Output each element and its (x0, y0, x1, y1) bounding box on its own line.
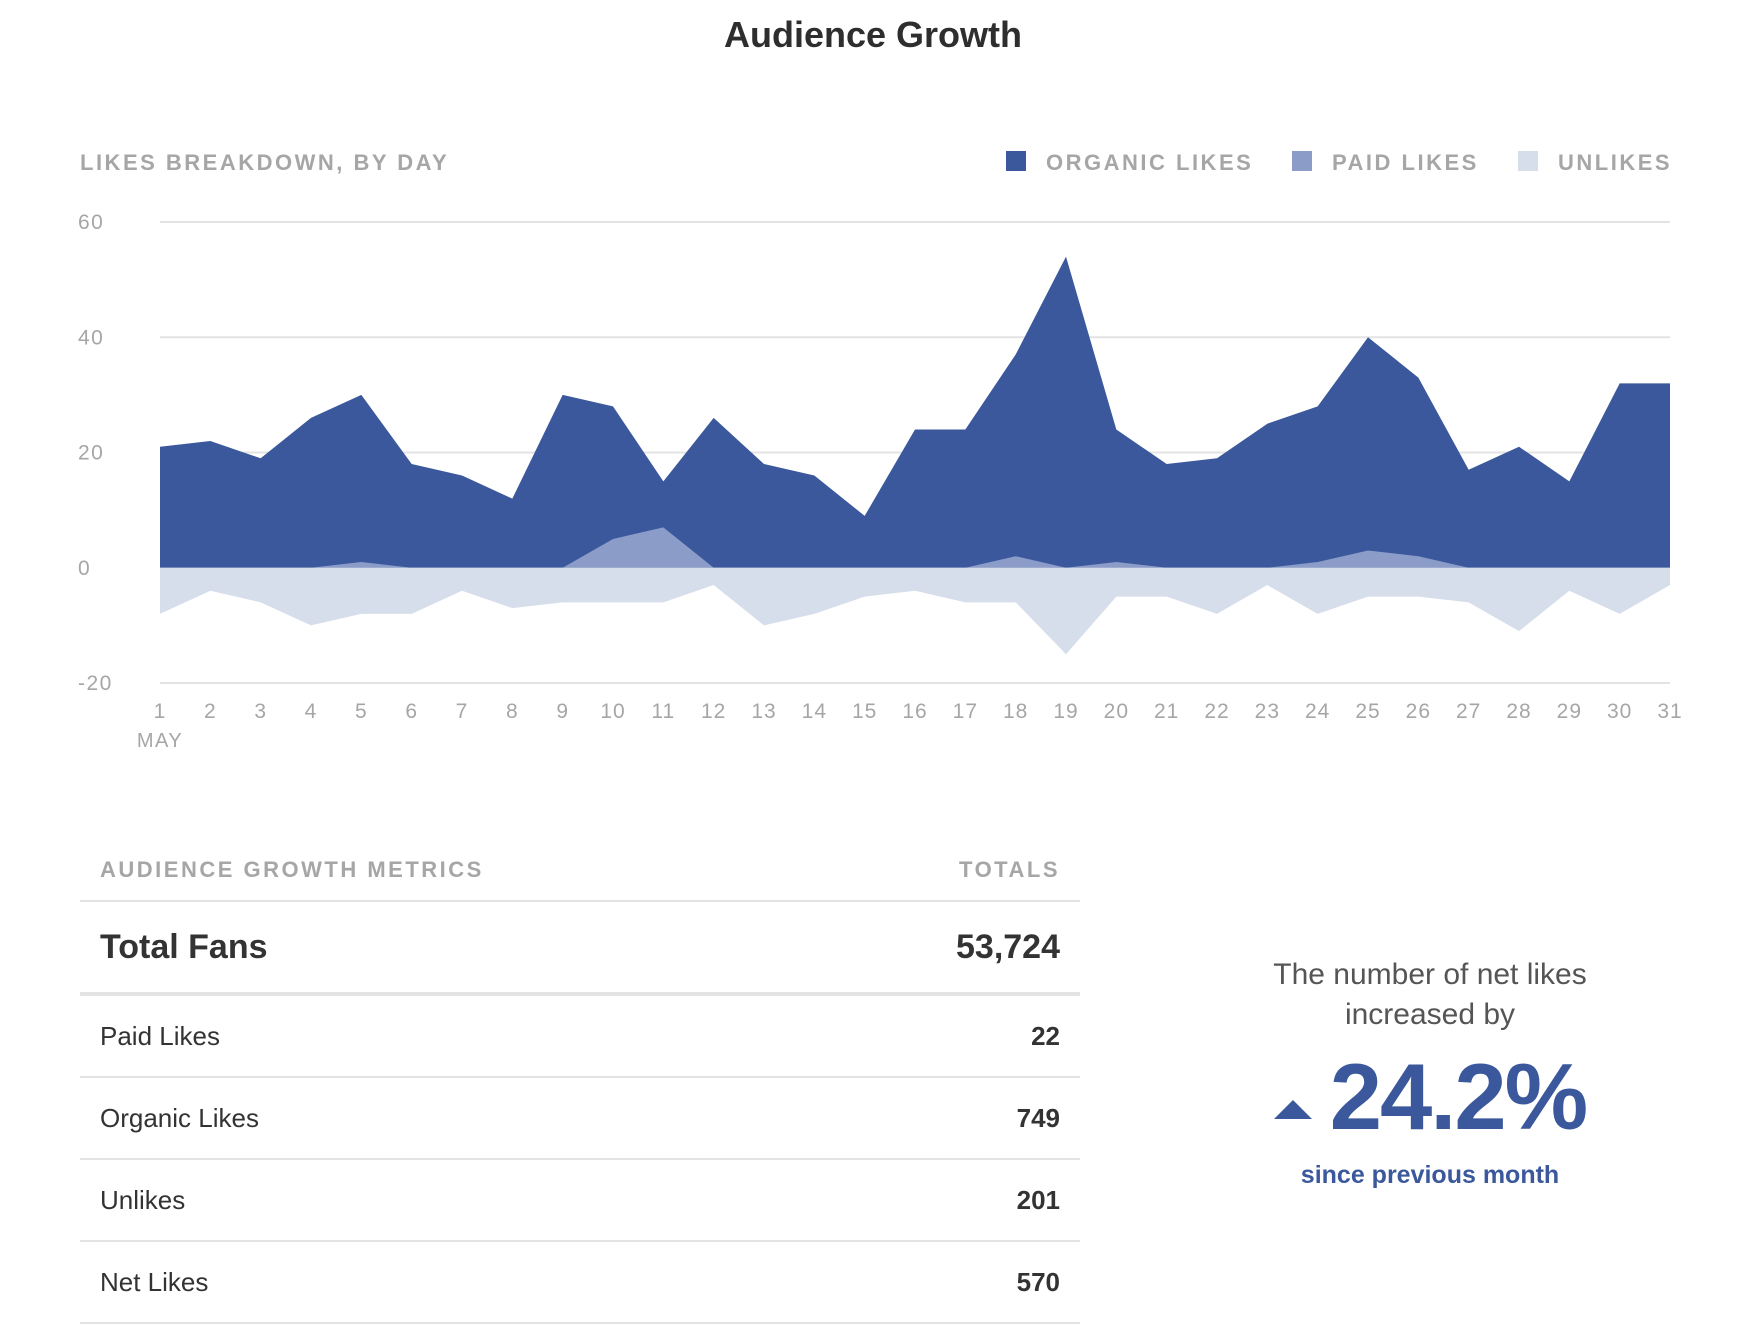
x-tick-label: 30 (1607, 700, 1632, 723)
x-tick-label: 26 (1406, 700, 1431, 723)
x-tick-label: 13 (751, 700, 776, 723)
metric-label: Organic Likes (100, 1102, 259, 1133)
x-tick-label: 15 (852, 700, 877, 723)
metric-label: Unlikes (100, 1184, 186, 1215)
x-tick-label: 29 (1557, 700, 1582, 723)
legend-label: PAID LIKES (1332, 150, 1479, 175)
legend-label: UNLIKES (1558, 150, 1672, 175)
area-unlikes (160, 567, 1670, 655)
x-tick-label: 24 (1305, 700, 1330, 723)
metric-value: 53,724 (956, 927, 1060, 966)
x-month-label: MAY (137, 730, 183, 752)
x-tick-label: 10 (600, 700, 625, 723)
y-tick-label: 0 (78, 557, 91, 580)
growth-caption: since previous month (1300, 1161, 1560, 1189)
legend-swatch (1006, 151, 1026, 171)
metric-value: 749 (1016, 1102, 1060, 1133)
y-tick-label: 60 (78, 211, 104, 234)
metric-value: 22 (1031, 1020, 1060, 1051)
metric-value: 570 (1016, 1266, 1060, 1297)
x-tick-label: 25 (1355, 700, 1380, 723)
x-tick-label: 22 (1204, 700, 1229, 723)
area-organic-likes (160, 256, 1670, 568)
x-tick-label: 11 (651, 700, 675, 723)
growth-value-line: 24.2% (1200, 1049, 1660, 1145)
x-tick-label: 18 (1003, 700, 1028, 723)
metric-row-net-likes: Net Likes 570 (80, 1242, 1080, 1324)
x-tick-label: 16 (902, 700, 927, 723)
x-tick-label: 12 (701, 700, 726, 723)
x-tick-label: 4 (305, 700, 318, 723)
page-title: Audience Growth (723, 14, 1023, 55)
metric-row-total-fans: Total Fans 53,724 (80, 902, 1080, 996)
x-tick-label: 27 (1456, 700, 1481, 723)
metric-row-organic-likes: Organic Likes 749 (80, 1078, 1080, 1160)
audience-growth-metrics-table: AUDIENCE GROWTH METRICS TOTALS Total Fan… (80, 840, 1080, 1324)
likes-breakdown-chart: LIKES BREAKDOWN, BY DAY ORGANIC LIKES PAID… (78, 150, 1682, 752)
x-tick-label: 19 (1053, 700, 1078, 723)
metric-row-unlikes: Unlikes 201 (80, 1160, 1080, 1242)
x-tick-label: 5 (355, 700, 368, 723)
growth-text-line2: increased by (1344, 998, 1516, 1031)
legend-swatch (1292, 151, 1312, 171)
metrics-header-totals: TOTALS (959, 857, 1060, 882)
legend-label: ORGANIC LIKES (1046, 150, 1253, 175)
x-tick-label: 1 (154, 700, 167, 723)
x-tick-label: 9 (556, 700, 569, 723)
x-tick-label: 23 (1255, 700, 1280, 723)
x-tick-label: 8 (506, 700, 519, 723)
x-tick-label: 17 (953, 700, 978, 723)
x-tick-label: 3 (254, 700, 267, 723)
x-tick-label: 7 (456, 700, 469, 723)
x-tick-label: 21 (1154, 700, 1179, 723)
x-tick-label: 6 (405, 700, 418, 723)
triangle-up-icon (1273, 1099, 1312, 1119)
chart-title: LIKES BREAKDOWN, BY DAY (80, 150, 449, 175)
x-tick-label: 28 (1506, 700, 1531, 723)
x-tick-label: 31 (1657, 700, 1682, 723)
y-tick-label: 40 (78, 326, 104, 349)
metric-label: Paid Likes (100, 1020, 220, 1051)
legend-swatch (1518, 151, 1538, 171)
y-tick-label: -20 (78, 672, 113, 695)
metric-value: 201 (1016, 1184, 1060, 1215)
net-likes-growth-summary: The number of net likes increased by 24.… (1200, 955, 1660, 1190)
metric-label: Net Likes (100, 1266, 209, 1297)
metrics-header-label: AUDIENCE GROWTH METRICS (100, 857, 484, 882)
growth-text-line1: The number of net likes (1273, 958, 1587, 991)
x-tick-label: 20 (1104, 700, 1129, 723)
growth-percentage: 24.2% (1329, 1044, 1589, 1149)
metric-row-paid-likes: Paid Likes 22 (80, 996, 1080, 1078)
x-tick-label: 2 (204, 700, 217, 723)
x-tick-label: 14 (802, 700, 827, 723)
y-tick-label: 20 (78, 442, 104, 465)
metrics-header: AUDIENCE GROWTH METRICS TOTALS (80, 840, 1080, 902)
metric-label: Total Fans (100, 927, 268, 966)
